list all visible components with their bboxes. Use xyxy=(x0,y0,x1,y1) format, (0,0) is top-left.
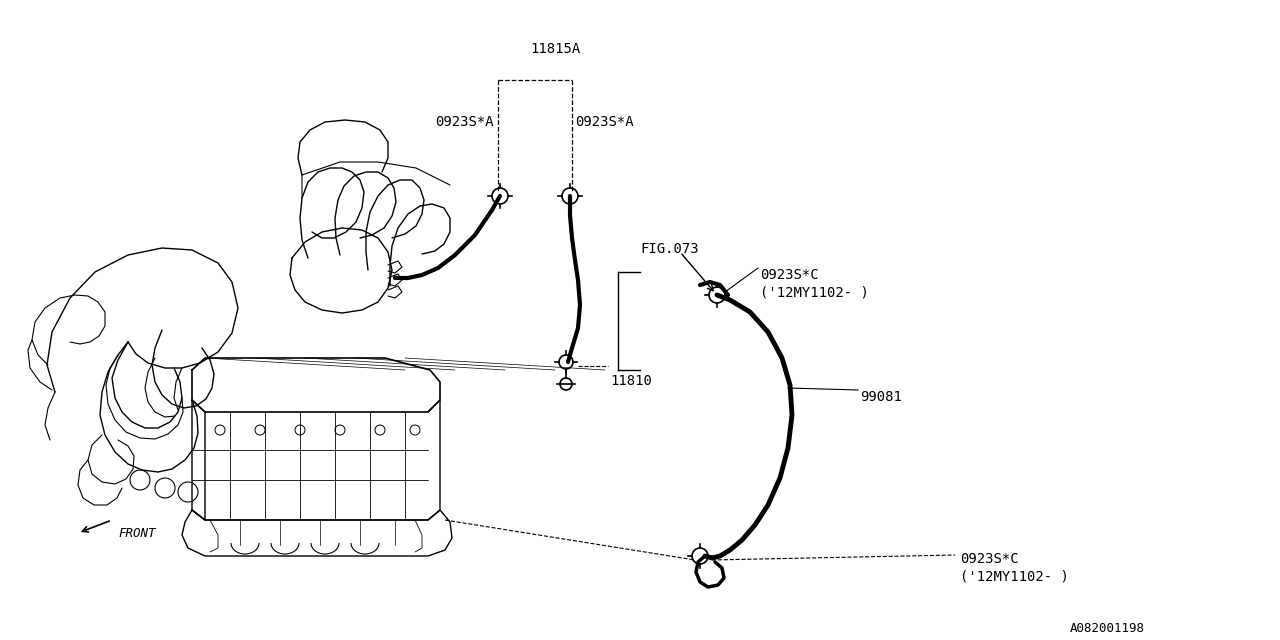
Text: FRONT: FRONT xyxy=(118,527,155,540)
Text: A082001198: A082001198 xyxy=(1070,622,1146,635)
Text: 11815A: 11815A xyxy=(530,42,580,56)
Text: 99081: 99081 xyxy=(860,390,902,404)
Text: ('12MY1102- ): ('12MY1102- ) xyxy=(760,286,869,300)
Text: 0923S*A: 0923S*A xyxy=(575,115,634,129)
Text: 11810: 11810 xyxy=(611,374,652,388)
Text: ('12MY1102- ): ('12MY1102- ) xyxy=(960,570,1069,584)
Text: 0923S*A: 0923S*A xyxy=(435,115,494,129)
Text: 0923S*C: 0923S*C xyxy=(760,268,819,282)
Text: 0923S*C: 0923S*C xyxy=(960,552,1019,566)
Text: FIG.073: FIG.073 xyxy=(640,242,699,256)
